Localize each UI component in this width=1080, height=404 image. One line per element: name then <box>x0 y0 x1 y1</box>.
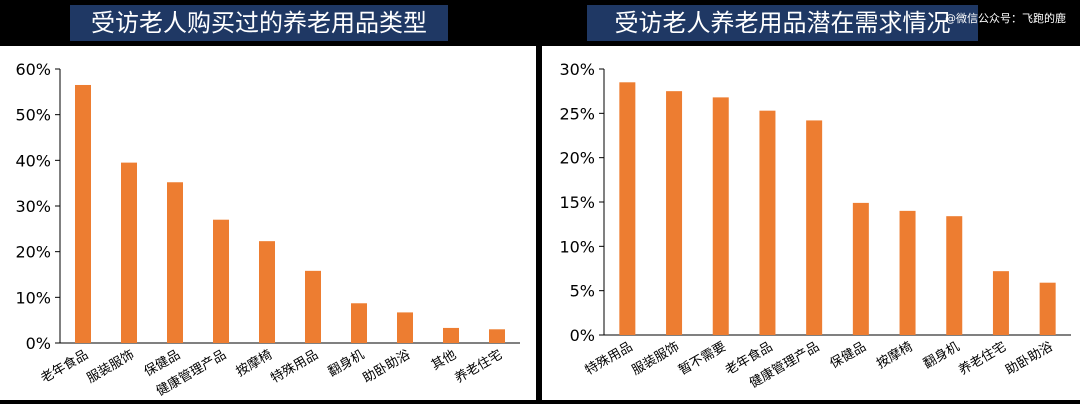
bar <box>443 327 459 343</box>
x-tick-label: 助卧助浴 <box>1003 339 1056 378</box>
bar <box>619 82 636 335</box>
bar <box>489 329 505 343</box>
x-tick-label: 按摩椅 <box>874 339 916 372</box>
x-tick-label: 翻身机 <box>920 339 962 372</box>
x-tick-label: 服装服饰 <box>630 339 683 378</box>
x-tick-label: 服装服饰 <box>84 347 137 386</box>
y-tick-label: 10% <box>15 288 51 307</box>
y-tick-label: 10% <box>559 237 595 256</box>
y-tick-label: 20% <box>559 149 595 168</box>
bar <box>259 241 275 343</box>
chart-2-svg: 0%5%10%15%20%25%30%特殊用品服装服饰暂不需要老年食品健康管理产… <box>559 60 1071 391</box>
x-tick-label: 养老住宅 <box>956 339 1009 379</box>
bar <box>351 303 367 343</box>
bar <box>305 270 321 343</box>
y-tick-label: 60% <box>15 60 51 79</box>
y-tick-label: 5% <box>570 282 595 301</box>
bar <box>759 110 776 335</box>
chart-1-panel: 0% 10% 20% 30% 40% 50% 60% 老年食品 服装服饰 保健品 健康管理产品 按摩椅… <box>0 46 536 400</box>
y-tick-label: 50% <box>15 106 51 125</box>
chart-2-panel: 0% 5% 10% 15% 20% 25% 30% 特殊用品 服装服饰 暂不需要 老年食品 健康管理产… <box>542 46 1080 400</box>
bar <box>121 162 137 343</box>
bar <box>1039 282 1056 335</box>
y-tick-label: 30% <box>559 60 595 79</box>
bar <box>992 271 1009 335</box>
x-tick-label: 其他 <box>429 347 459 373</box>
chart-2-title: 受访老人养老用品潜在需求情况 <box>587 5 978 41</box>
chart-1-title: 受访老人购买过的养老用品类型 <box>70 5 448 41</box>
x-tick-label: 助卧助浴 <box>360 347 413 386</box>
bar <box>666 91 683 335</box>
y-tick-label: 0% <box>26 334 51 353</box>
y-tick-label: 20% <box>15 243 51 262</box>
bar <box>167 182 183 343</box>
x-tick-label: 特殊用品 <box>583 339 636 378</box>
x-tick-label: 暂不需要 <box>676 339 729 378</box>
y-tick-label: 15% <box>559 193 595 212</box>
bar <box>946 216 963 335</box>
bar <box>852 202 869 335</box>
x-tick-label: 养老住宅 <box>452 347 505 387</box>
y-tick-label: 0% <box>570 326 595 345</box>
y-tick-label: 30% <box>15 197 51 216</box>
bar <box>397 312 413 343</box>
bar <box>806 120 823 335</box>
bar <box>213 219 229 343</box>
x-tick-label: 特殊用品 <box>268 347 321 386</box>
watermark-text: @微信公众号：飞跑的鹿 <box>945 12 1066 25</box>
bar <box>712 97 729 335</box>
bar <box>899 210 916 335</box>
y-tick-label: 40% <box>15 151 51 170</box>
bar <box>75 84 91 343</box>
y-tick-label: 25% <box>559 104 595 123</box>
x-tick-label: 保健品 <box>828 339 869 371</box>
